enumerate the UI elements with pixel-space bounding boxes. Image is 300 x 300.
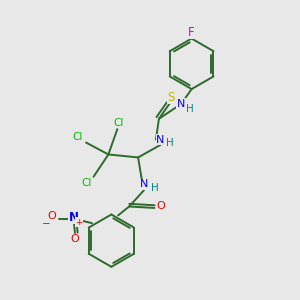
- Text: N: N: [68, 211, 79, 224]
- Text: Cl: Cl: [114, 118, 124, 128]
- Text: O: O: [157, 201, 165, 211]
- Text: N: N: [177, 99, 185, 109]
- Text: H: H: [151, 183, 159, 193]
- Text: −: −: [42, 219, 50, 229]
- Text: +: +: [75, 218, 82, 227]
- Text: N: N: [156, 135, 165, 145]
- Text: O: O: [48, 211, 56, 221]
- Text: H: H: [186, 104, 194, 114]
- Text: Cl: Cl: [82, 178, 92, 188]
- Text: N: N: [140, 179, 148, 189]
- Text: O: O: [70, 235, 80, 244]
- Text: H: H: [166, 138, 174, 148]
- Text: S: S: [167, 91, 175, 104]
- Text: F: F: [188, 26, 195, 38]
- Text: Cl: Cl: [73, 132, 83, 142]
